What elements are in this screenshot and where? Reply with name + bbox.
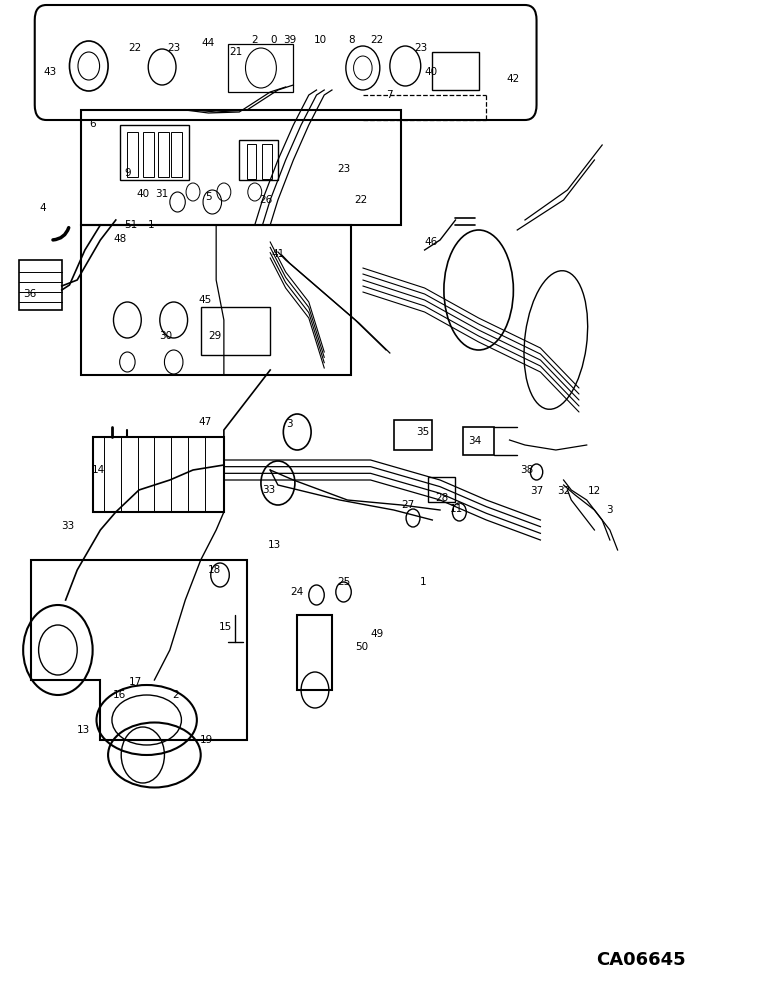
Text: 46: 46 <box>424 237 438 247</box>
Text: 15: 15 <box>218 622 232 632</box>
Bar <box>297 615 332 690</box>
Text: 12: 12 <box>587 486 601 496</box>
Text: 13: 13 <box>76 725 90 735</box>
Text: 51: 51 <box>124 220 138 230</box>
Text: 25: 25 <box>337 577 350 587</box>
Text: 41: 41 <box>271 249 285 259</box>
Text: 23: 23 <box>337 164 350 174</box>
Text: 22: 22 <box>128 43 142 53</box>
Text: 47: 47 <box>198 417 212 427</box>
Bar <box>171 132 182 177</box>
Text: 6: 6 <box>90 119 96 129</box>
FancyBboxPatch shape <box>35 5 537 120</box>
Text: 23: 23 <box>167 43 181 53</box>
Text: 36: 36 <box>22 289 36 299</box>
Bar <box>19 260 62 310</box>
Bar <box>81 225 351 375</box>
Text: 29: 29 <box>208 331 222 341</box>
Text: 1: 1 <box>420 577 426 587</box>
Text: 45: 45 <box>198 295 212 305</box>
Text: 7: 7 <box>387 90 393 100</box>
Bar <box>120 125 189 180</box>
Text: 37: 37 <box>530 486 543 496</box>
Text: 11: 11 <box>449 504 463 514</box>
Text: 49: 49 <box>370 629 384 639</box>
Text: 10: 10 <box>313 35 327 45</box>
Text: 34: 34 <box>468 436 482 446</box>
Text: CA06645: CA06645 <box>596 951 686 969</box>
Bar <box>247 144 256 179</box>
Text: 28: 28 <box>435 493 449 503</box>
Bar <box>127 132 138 177</box>
Text: 31: 31 <box>155 189 169 199</box>
Text: 39: 39 <box>283 35 296 45</box>
Text: 33: 33 <box>262 485 276 495</box>
Text: 33: 33 <box>61 521 75 531</box>
Text: 2: 2 <box>252 35 258 45</box>
Text: 0: 0 <box>271 35 277 45</box>
Text: 17: 17 <box>128 677 142 687</box>
Bar <box>394 420 432 450</box>
Bar <box>93 437 224 512</box>
Text: 21: 21 <box>229 47 242 57</box>
Text: 13: 13 <box>267 540 281 550</box>
Text: 23: 23 <box>414 43 428 53</box>
Text: 32: 32 <box>557 486 571 496</box>
Text: 26: 26 <box>259 195 273 205</box>
Text: 16: 16 <box>113 690 127 700</box>
Text: 3: 3 <box>286 419 293 429</box>
Text: 30: 30 <box>159 331 173 341</box>
Text: 38: 38 <box>520 465 533 475</box>
Bar <box>143 132 154 177</box>
Text: 9: 9 <box>124 168 130 178</box>
Text: 19: 19 <box>200 735 214 745</box>
Bar <box>81 110 401 225</box>
Text: 43: 43 <box>43 67 57 77</box>
Text: 22: 22 <box>354 195 368 205</box>
Bar <box>158 132 169 177</box>
Bar <box>428 477 455 502</box>
Text: 2: 2 <box>173 690 179 700</box>
Text: 18: 18 <box>208 565 222 575</box>
Text: 27: 27 <box>401 500 415 510</box>
Text: 48: 48 <box>113 234 127 244</box>
Text: 1: 1 <box>148 220 154 230</box>
Text: 22: 22 <box>370 35 384 45</box>
Text: 14: 14 <box>92 465 106 475</box>
Text: 44: 44 <box>201 38 215 48</box>
Bar <box>432 52 479 90</box>
Text: 24: 24 <box>290 587 304 597</box>
Text: 50: 50 <box>354 642 368 652</box>
Bar <box>239 140 278 180</box>
Bar <box>262 144 272 179</box>
Text: 4: 4 <box>39 203 46 213</box>
Text: 3: 3 <box>607 505 613 515</box>
Text: 35: 35 <box>416 427 430 437</box>
Text: 5: 5 <box>205 192 212 202</box>
Bar <box>463 427 494 455</box>
Text: 40: 40 <box>424 67 438 77</box>
Text: 40: 40 <box>136 189 150 199</box>
Bar <box>201 307 270 355</box>
Text: 42: 42 <box>506 74 520 84</box>
Text: 8: 8 <box>348 35 354 45</box>
Bar <box>228 44 293 92</box>
